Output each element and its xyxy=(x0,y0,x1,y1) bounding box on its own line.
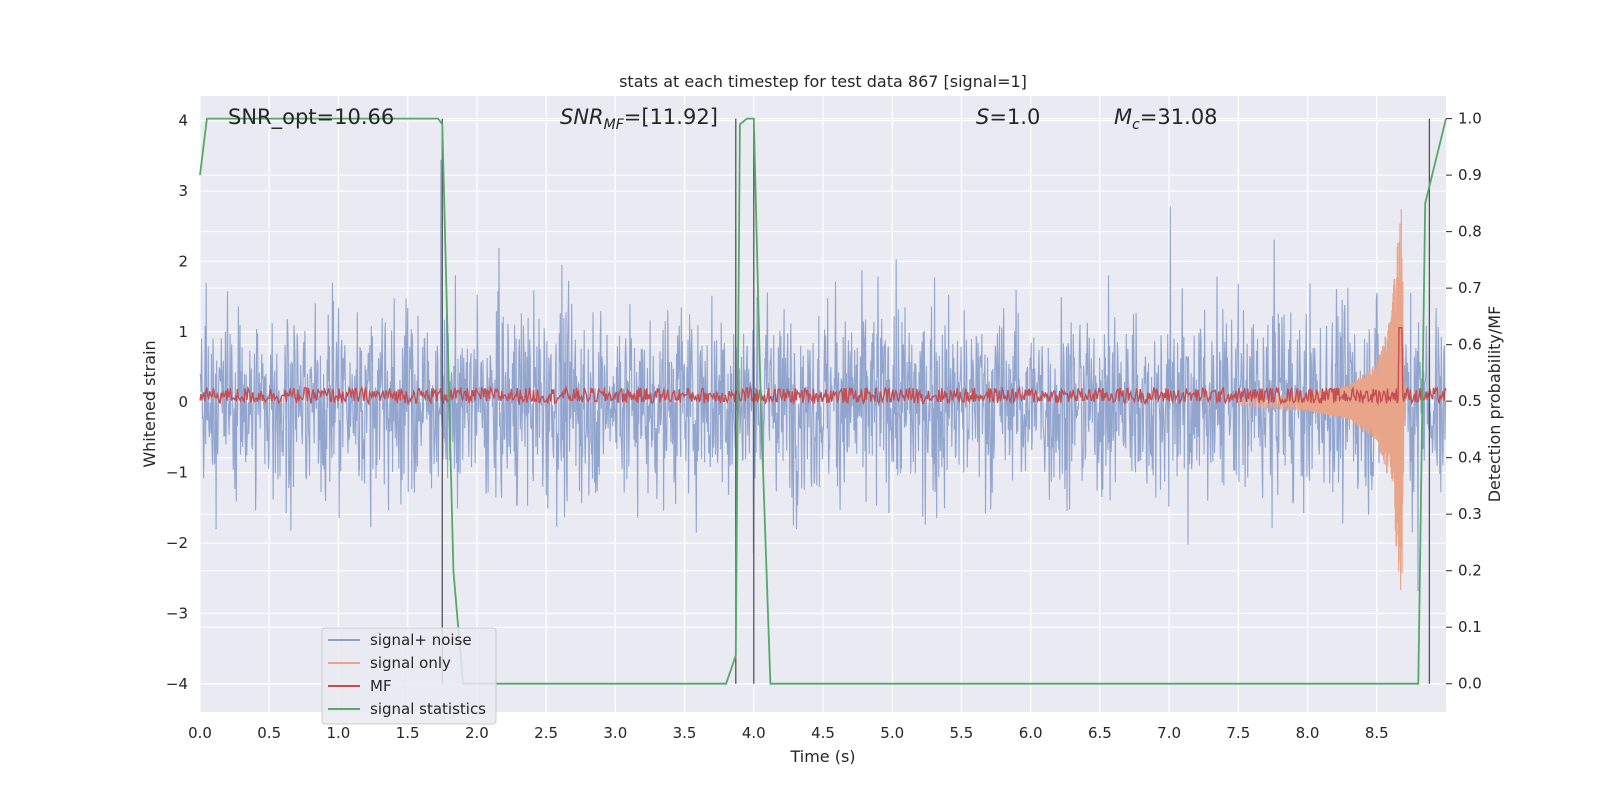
x-tick-label: 6.0 xyxy=(1019,724,1043,742)
series-mf xyxy=(199,327,1447,406)
y-tick-label: 2 xyxy=(178,252,188,270)
annotation-mc: Mc=31.08 xyxy=(1114,105,1218,133)
y2-tick-label: 0.9 xyxy=(1458,166,1482,184)
annotation-s-value: =1.0 xyxy=(989,105,1040,129)
mf-trace xyxy=(199,327,1447,406)
series-signal-statistics xyxy=(199,117,1447,685)
x-tick-label: 1.5 xyxy=(396,724,420,742)
y2-tick-label: 0.7 xyxy=(1458,279,1482,297)
annotation-mc-value: =31.08 xyxy=(1140,105,1218,129)
annotation-snr-mf: SNRMF=[11.92] xyxy=(560,105,718,133)
x-tick-label: 8.0 xyxy=(1296,724,1320,742)
annotation-s-base: S xyxy=(976,105,989,129)
x-tick-label: 3.5 xyxy=(673,724,697,742)
legend-label-signal-statistics: signal statistics xyxy=(370,700,486,718)
y2-tick-label: 0.3 xyxy=(1458,505,1482,523)
y-tick-label: −1 xyxy=(166,464,188,482)
y-axis-label: Whitened strain xyxy=(140,340,159,467)
annotation-snr-mf-value: =[11.92] xyxy=(624,105,718,129)
annotation-snr-opt: SNR_opt=10.66 xyxy=(228,105,394,130)
annotation-snr-mf-base: SNR xyxy=(560,105,604,129)
y2-tick-label: 1.0 xyxy=(1458,110,1482,128)
legend-label-signal-noise: signal+ noise xyxy=(370,631,472,649)
y2-tick-label: 0.5 xyxy=(1458,392,1482,410)
x-tick-label: 5.0 xyxy=(880,724,904,742)
x-axis-label: Time (s) xyxy=(789,747,855,766)
signal-noise-trace xyxy=(199,159,1447,592)
series-signal-noise xyxy=(199,159,1447,592)
y2-tick-label: 0.2 xyxy=(1458,562,1482,580)
y2-tick-label: 0.1 xyxy=(1458,618,1482,636)
x-tick-label: 3.0 xyxy=(603,724,627,742)
legend: signal+ noise signal only MF signal stat… xyxy=(321,627,497,725)
annotation-s: S=1.0 xyxy=(976,105,1040,129)
y-tick-label: 3 xyxy=(178,182,188,200)
x-tick-label: 2.0 xyxy=(465,724,489,742)
y-tick-label: 1 xyxy=(178,323,188,341)
y2-tick-label: 0.6 xyxy=(1458,336,1482,354)
y2-tick-label: 0.8 xyxy=(1458,223,1482,241)
y-tick-label: −3 xyxy=(166,604,188,622)
y2-tick-label: 0.4 xyxy=(1458,449,1482,467)
annotation-snr-mf-sub: MF xyxy=(604,117,625,133)
x-tick-label: 7.0 xyxy=(1157,724,1181,742)
x-tick-label: 7.5 xyxy=(1226,724,1250,742)
y-tick-label: 0 xyxy=(178,393,188,411)
x-tick-label: 6.5 xyxy=(1088,724,1112,742)
x-tick-label: 1.0 xyxy=(327,724,351,742)
legend-box xyxy=(321,627,497,725)
x-tick-label: 5.5 xyxy=(950,724,974,742)
y-tick-label: −2 xyxy=(166,534,188,552)
legend-label-signal-only: signal only xyxy=(370,654,451,672)
y-tick-label: −4 xyxy=(166,675,188,693)
ticks: 0.0 0.5 1.0 1.5 2.0 2.5 3.0 3.5 4.0 4.5 5.0 5.5 6.0 6… xyxy=(166,110,1482,742)
y-tick-label: 4 xyxy=(178,112,188,130)
y2-tick-label: 0.0 xyxy=(1458,675,1482,693)
x-tick-label: 0.5 xyxy=(257,724,281,742)
y2-axis-label: Detection probability/MF xyxy=(1485,306,1504,503)
x-tick-label: 4.5 xyxy=(811,724,835,742)
legend-label-mf: MF xyxy=(370,677,392,695)
annotation-mc-sub: c xyxy=(1132,117,1140,133)
x-tick-label: 4.0 xyxy=(742,724,766,742)
signal-statistics-trace xyxy=(199,117,1447,685)
annotation-mc-base: M xyxy=(1114,105,1132,129)
x-tick-label: 8.5 xyxy=(1365,724,1389,742)
x-tick-label: 2.5 xyxy=(534,724,558,742)
x-tick-label: 0.0 xyxy=(188,724,212,742)
chart-title: stats at each timestep for test data 867… xyxy=(619,72,1027,91)
